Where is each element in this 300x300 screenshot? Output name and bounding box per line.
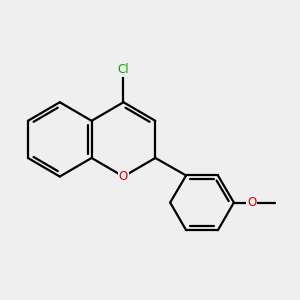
Text: Cl: Cl (118, 63, 129, 76)
Text: O: O (119, 170, 128, 183)
Text: O: O (247, 196, 256, 209)
